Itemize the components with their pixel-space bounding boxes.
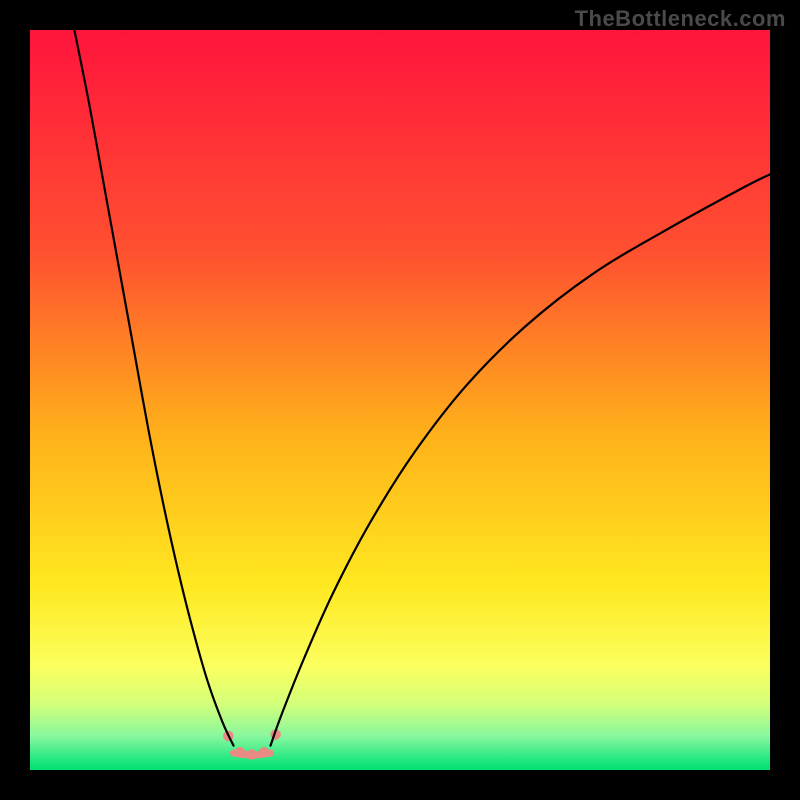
plot-area [30, 30, 770, 770]
notch-bottom-stroke [234, 753, 271, 755]
watermark-text: TheBottleneck.com [575, 6, 786, 32]
plot-svg [30, 30, 770, 770]
gradient-background [30, 30, 770, 770]
chart-canvas: TheBottleneck.com [0, 0, 800, 800]
